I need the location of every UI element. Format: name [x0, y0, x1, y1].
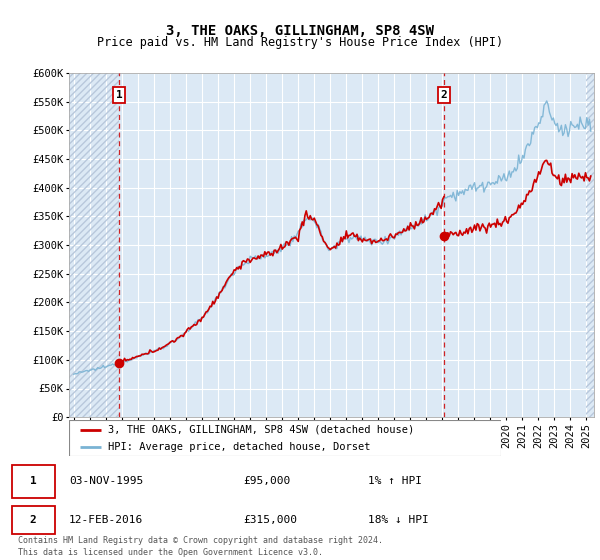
Text: 1% ↑ HPI: 1% ↑ HPI — [368, 476, 422, 486]
FancyBboxPatch shape — [13, 506, 55, 534]
Text: 12-FEB-2016: 12-FEB-2016 — [69, 515, 143, 525]
Text: HPI: Average price, detached house, Dorset: HPI: Average price, detached house, Dors… — [108, 442, 370, 451]
Text: 18% ↓ HPI: 18% ↓ HPI — [368, 515, 428, 525]
FancyBboxPatch shape — [13, 464, 55, 498]
Text: 1: 1 — [116, 90, 122, 100]
Text: 2: 2 — [30, 515, 37, 525]
Text: 3, THE OAKS, GILLINGHAM, SP8 4SW (detached house): 3, THE OAKS, GILLINGHAM, SP8 4SW (detach… — [108, 425, 414, 435]
Text: £315,000: £315,000 — [244, 515, 298, 525]
Text: 3, THE OAKS, GILLINGHAM, SP8 4SW: 3, THE OAKS, GILLINGHAM, SP8 4SW — [166, 24, 434, 38]
Text: 03-NOV-1995: 03-NOV-1995 — [69, 476, 143, 486]
Text: £95,000: £95,000 — [244, 476, 291, 486]
Text: Price paid vs. HM Land Registry's House Price Index (HPI): Price paid vs. HM Land Registry's House … — [97, 36, 503, 49]
Text: Contains HM Land Registry data © Crown copyright and database right 2024.
This d: Contains HM Land Registry data © Crown c… — [18, 536, 383, 557]
Text: 2: 2 — [440, 90, 447, 100]
Text: 1: 1 — [30, 476, 37, 486]
